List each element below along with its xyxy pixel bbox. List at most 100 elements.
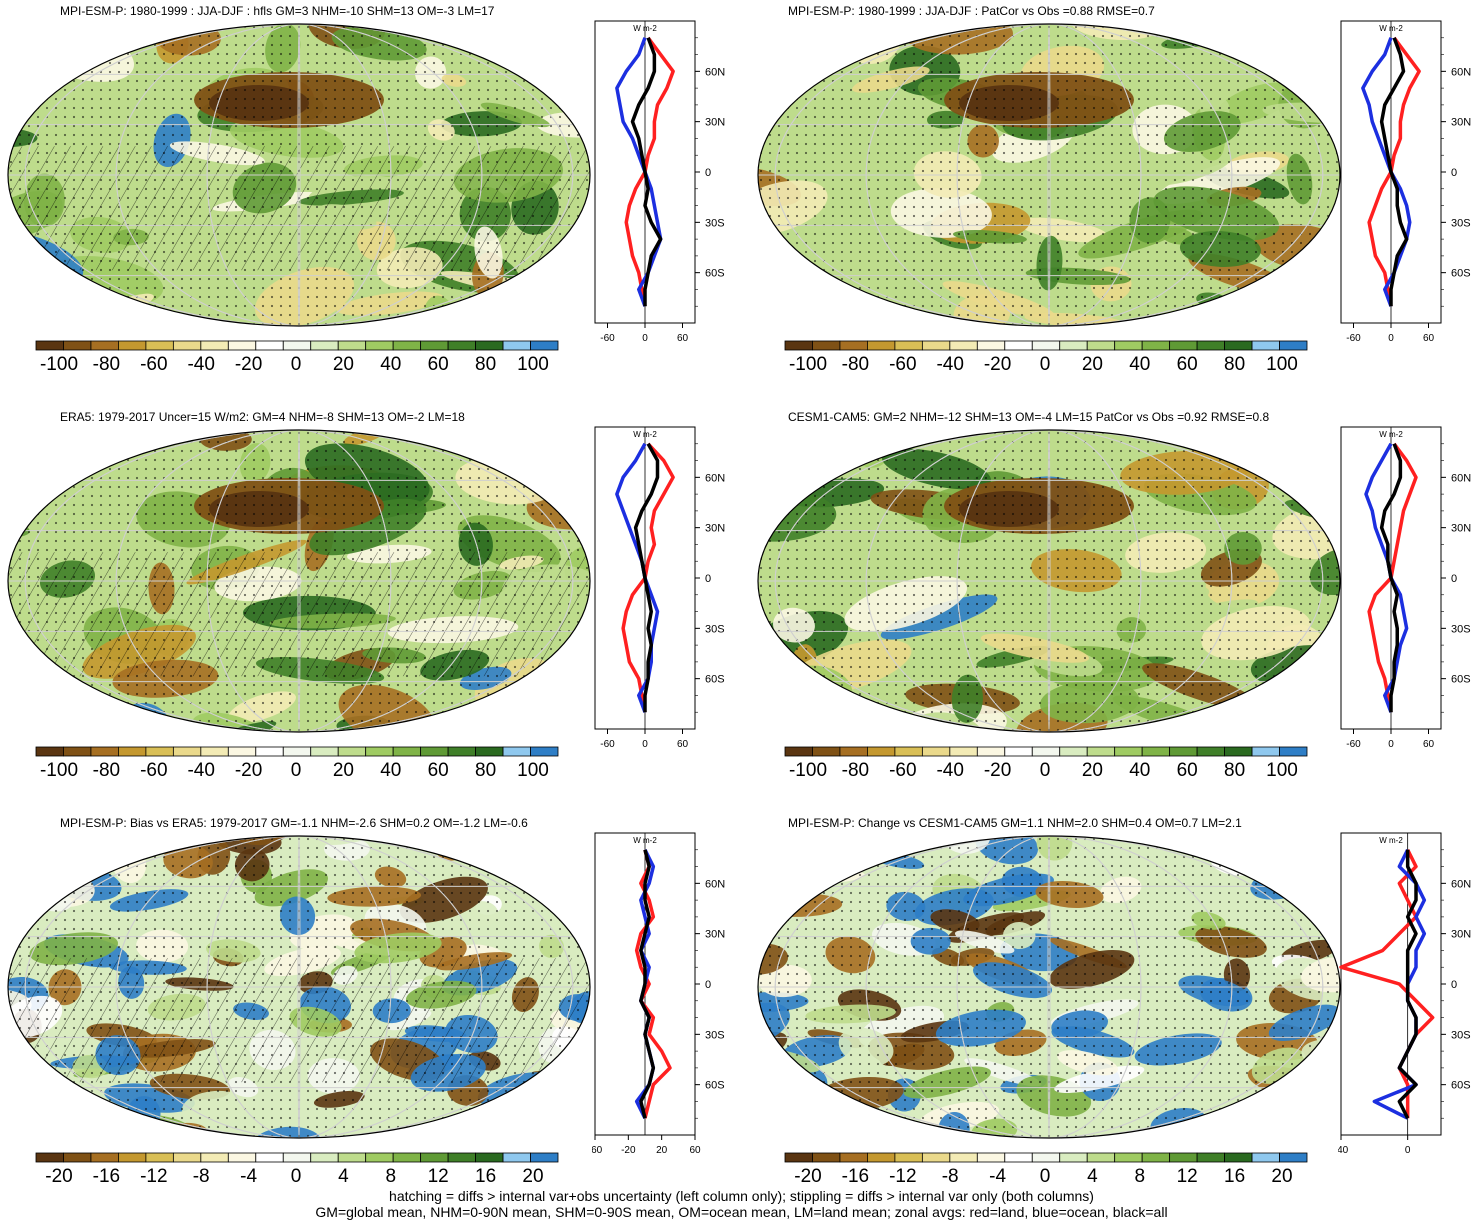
zonal-lat-tick-label: 30S bbox=[705, 217, 725, 229]
colorbar-swatch bbox=[475, 340, 504, 351]
panel-title: MPI-ESM-P: 1980-1999 : JJA-DJF : hfls GM… bbox=[60, 4, 495, 18]
colorbar-swatch bbox=[530, 746, 559, 757]
colorbar-swatch bbox=[894, 1152, 923, 1163]
map-outline bbox=[7, 23, 591, 327]
colorbar-tick-label: 40 bbox=[380, 760, 402, 781]
colorbar-swatch bbox=[1114, 340, 1143, 351]
colorbar-swatch bbox=[1086, 746, 1116, 757]
colorbar-swatch bbox=[921, 746, 951, 757]
colorbar-swatch bbox=[921, 340, 951, 351]
colorbar-tick-label: 4 bbox=[338, 1166, 349, 1187]
zonal-x-tick-label: 0 bbox=[1388, 333, 1394, 344]
colorbar-swatch bbox=[255, 1152, 284, 1163]
colorbar-swatch bbox=[1114, 1152, 1143, 1163]
panel-title: MPI-ESM-P: Change vs CESM1-CAM5 GM=1.1 N… bbox=[788, 816, 1242, 830]
zonal-series-blue bbox=[615, 442, 660, 713]
colorbar-swatch bbox=[976, 1152, 1006, 1163]
zonal-lat-tick-label: 30S bbox=[705, 1029, 725, 1041]
colorbar-tick-label: 80 bbox=[1224, 760, 1246, 781]
colorbar-tick-label: 100 bbox=[1266, 354, 1298, 375]
colorbar-swatch bbox=[255, 340, 284, 351]
zonal-lat-tick-label: 0 bbox=[1451, 979, 1457, 991]
colorbar-swatch bbox=[976, 746, 1006, 757]
zonal-lat-tick-label: 0 bbox=[705, 167, 711, 179]
colorbar-swatch bbox=[172, 340, 202, 351]
colorbar-tick-label: 16 bbox=[475, 1166, 497, 1187]
panel-title: MPI-ESM-P: Bias vs ERA5: 1979-2017 GM=-1… bbox=[60, 816, 528, 830]
colorbar-tick-label: -4 bbox=[989, 1166, 1007, 1187]
colorbar-tick-label: 16 bbox=[1224, 1166, 1246, 1187]
zonal-lat-tick-label: 0 bbox=[705, 573, 711, 585]
colorbar-tick-label: -40 bbox=[936, 354, 964, 375]
colorbar-swatch bbox=[447, 746, 476, 757]
colorbar-swatch bbox=[392, 340, 422, 351]
colorbar-swatch bbox=[1004, 340, 1033, 351]
colorbar-swatch bbox=[784, 340, 813, 351]
zonal-series-blue bbox=[615, 37, 663, 307]
colorbar-swatch bbox=[365, 1152, 394, 1163]
colorbar-swatch bbox=[1059, 746, 1088, 757]
colorbar-swatch bbox=[1196, 1152, 1225, 1163]
panel-era5: ERA5: 1979-2017 Uncer=15 W/m2: GM=4 NHM=… bbox=[0, 406, 742, 812]
colorbar-tick-label: -16 bbox=[841, 1166, 870, 1187]
zonal-lat-tick-label: 60N bbox=[705, 878, 725, 890]
colorbar-tick-label: 12 bbox=[1176, 1166, 1198, 1187]
zonal-series-black bbox=[630, 37, 663, 307]
colorbar-swatch bbox=[1141, 746, 1171, 757]
colorbar-swatch bbox=[420, 1152, 449, 1163]
colorbar-swatch bbox=[1059, 1152, 1088, 1163]
colorbar-tick-label: -60 bbox=[889, 354, 917, 375]
colorbar-swatch bbox=[447, 340, 476, 351]
colorbar bbox=[784, 746, 1308, 757]
colorbar-swatch bbox=[282, 340, 312, 351]
colorbar-swatch bbox=[867, 1152, 896, 1163]
colorbar-tick-label: -12 bbox=[140, 1166, 168, 1187]
zonal-lat-tick-label: 30S bbox=[1451, 623, 1471, 635]
zonal-lat-tick-label: 0 bbox=[1451, 167, 1457, 179]
colorbar-swatch bbox=[392, 746, 422, 757]
colorbar-swatch bbox=[1169, 340, 1198, 351]
colorbar-swatch bbox=[1086, 1152, 1116, 1163]
colorbar-swatch bbox=[310, 1152, 339, 1163]
colorbar-tick-label: 60 bbox=[427, 760, 449, 781]
panel-title: ERA5: 1979-2017 Uncer=15 W/m2: GM=4 NHM=… bbox=[60, 410, 465, 424]
colorbar-tick-label: 100 bbox=[517, 760, 549, 781]
colorbar-tick-label: 60 bbox=[427, 354, 449, 375]
colorbar-swatch bbox=[282, 746, 312, 757]
colorbar-swatch bbox=[310, 340, 339, 351]
colorbar-swatch bbox=[530, 1152, 559, 1163]
colorbar-swatch bbox=[502, 340, 531, 351]
colorbar-tick-label: -20 bbox=[234, 760, 263, 781]
colorbar-swatch bbox=[200, 1152, 229, 1163]
colorbar-swatch bbox=[420, 340, 449, 351]
colorbar-swatch bbox=[921, 1152, 951, 1163]
colorbar-tick-label: -20 bbox=[45, 1166, 73, 1187]
zonal-series-black bbox=[1379, 37, 1409, 307]
colorbar-tick-label: -16 bbox=[92, 1166, 121, 1187]
colorbar-tick-label: 40 bbox=[1129, 354, 1151, 375]
footer-line-1: hatching = diffs > internal var+obs unce… bbox=[389, 1188, 1094, 1204]
zonal-series-black bbox=[633, 442, 660, 713]
zonal-lat-tick-label: 60S bbox=[705, 674, 725, 686]
colorbar-tick-label: -40 bbox=[187, 760, 215, 781]
colorbar-swatch bbox=[118, 1152, 147, 1163]
colorbar-labels: -20 -16 -12 -8 -4 0 4 8 12 16 20 bbox=[784, 1166, 1306, 1190]
colorbar-swatch bbox=[1251, 1152, 1280, 1163]
zonal-unit-label: W m-2 bbox=[633, 836, 657, 845]
colorbar-swatch bbox=[1251, 746, 1280, 757]
colorbar-swatch bbox=[502, 746, 531, 757]
colorbar-swatch bbox=[337, 340, 367, 351]
footer-caption: hatching = diffs > internal var+obs unce… bbox=[0, 1188, 1483, 1220]
colorbar-tick-label: 40 bbox=[380, 354, 402, 375]
zonal-unit-label: W m-2 bbox=[1379, 24, 1403, 33]
zonal-lat-tick-label: 60S bbox=[1451, 268, 1471, 280]
colorbar-tick-label: 12 bbox=[427, 1166, 449, 1187]
colorbar bbox=[784, 340, 1308, 351]
zonal-x-tick-label: 60 bbox=[689, 1145, 701, 1156]
colorbar-swatch bbox=[35, 1152, 64, 1163]
zonal-x-tick-label: -60 bbox=[600, 739, 615, 750]
colorbar-swatch bbox=[1279, 746, 1308, 757]
colorbar-swatch bbox=[812, 1152, 841, 1163]
colorbar-swatch bbox=[839, 746, 868, 757]
colorbar-tick-label: 0 bbox=[1039, 1166, 1051, 1187]
